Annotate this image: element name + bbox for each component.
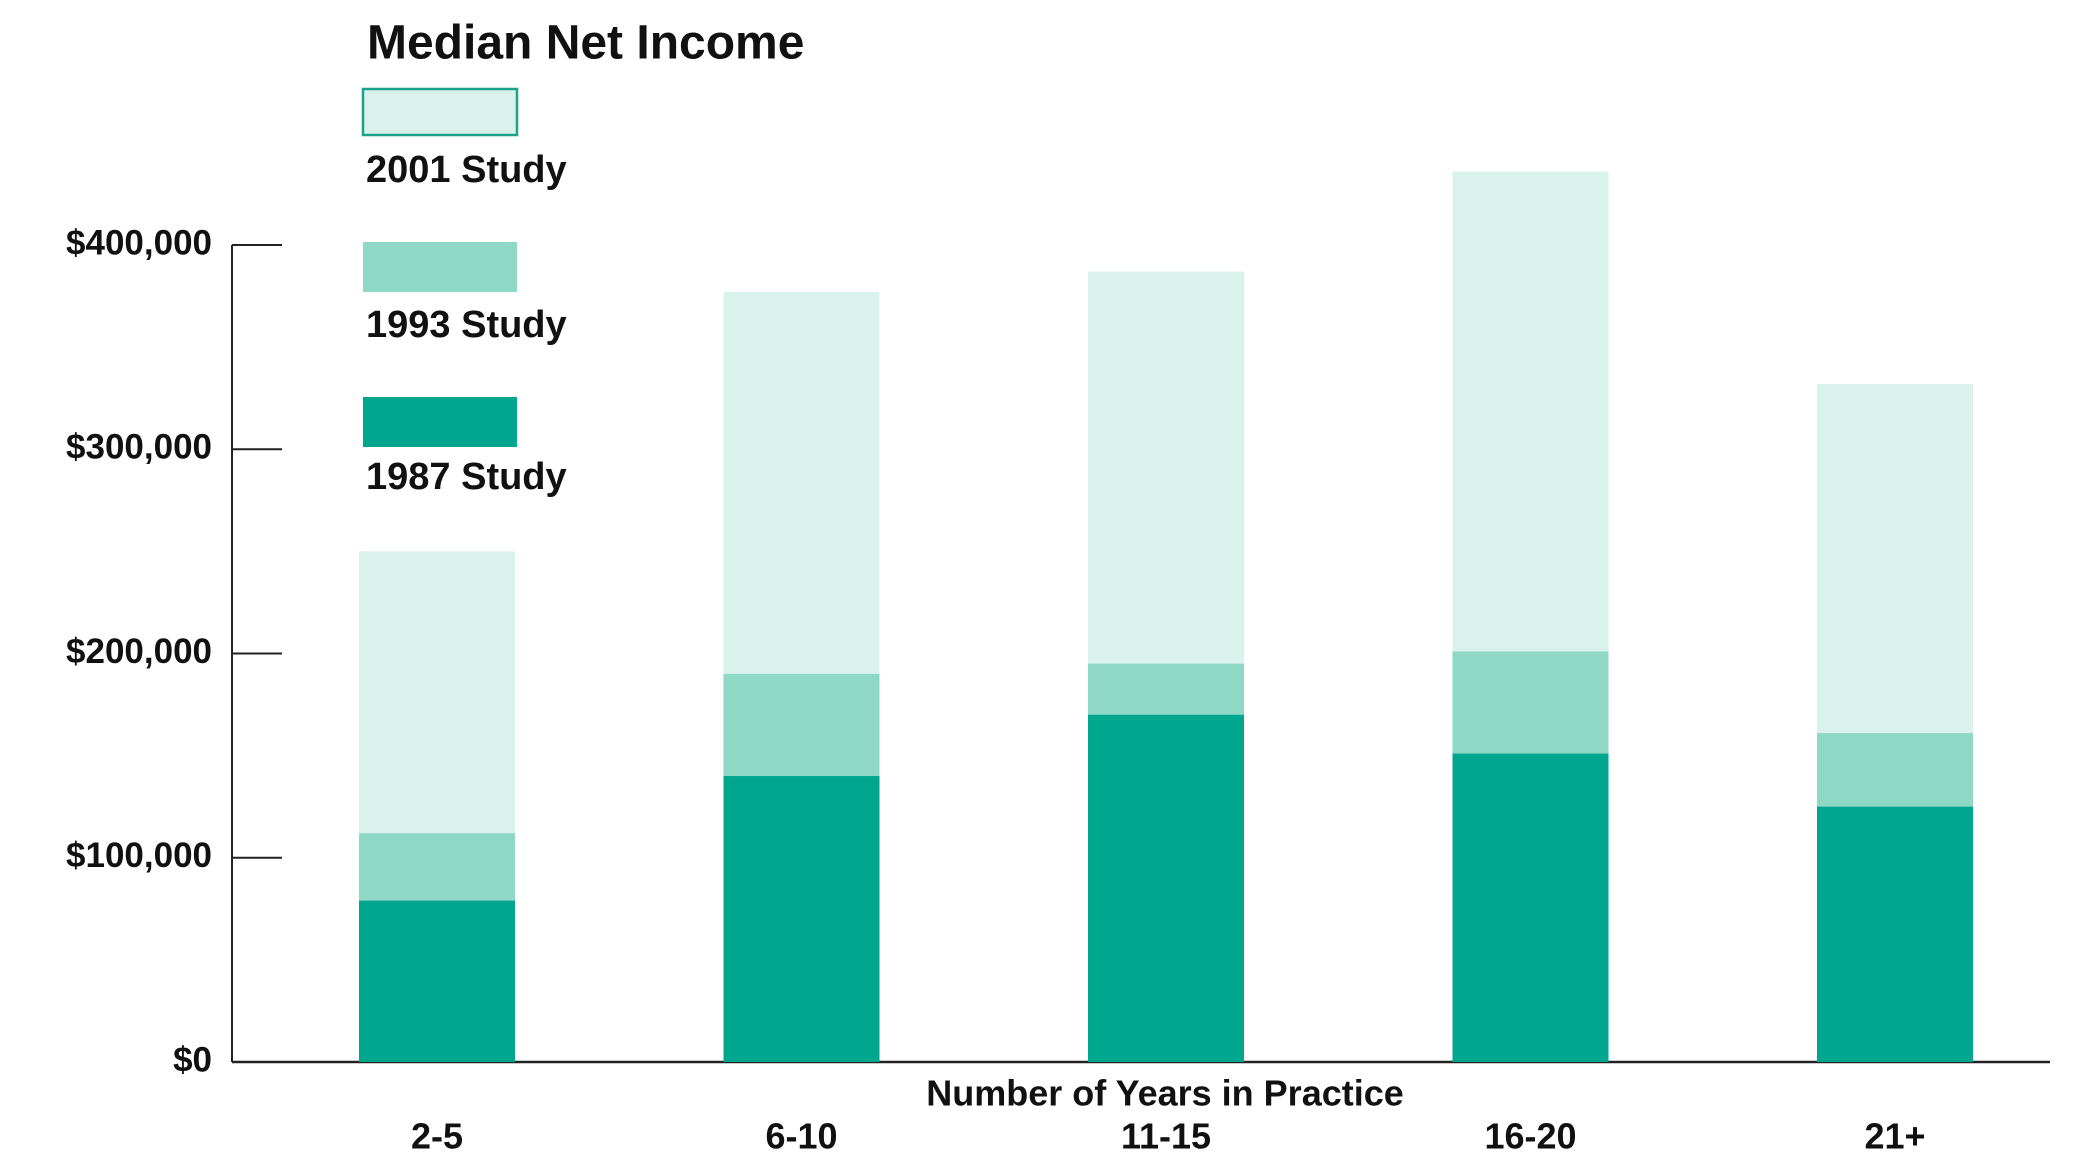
x-tick-label: 16-20	[1484, 1116, 1576, 1157]
bar	[359, 900, 515, 1062]
y-tick-label: $0	[173, 1040, 212, 1079]
legend-label: 2001 Study	[366, 149, 567, 191]
bar	[723, 776, 880, 1062]
bar	[1452, 753, 1609, 1062]
legend-swatch	[363, 242, 517, 292]
x-axis-title: Number of Years in Practice	[926, 1073, 1404, 1114]
legend-label: 1993 Study	[366, 304, 567, 346]
legend-label: 1987 Study	[366, 456, 567, 498]
y-tick-label: $100,000	[66, 836, 212, 875]
x-tick-label: 2-5	[411, 1116, 463, 1157]
bar	[1817, 806, 1973, 1062]
bar	[1088, 714, 1244, 1062]
x-tick-label: 6-10	[765, 1116, 837, 1157]
chart-title: Median Net Income	[367, 17, 804, 70]
y-tick-label: $200,000	[66, 632, 212, 671]
legend-swatch	[363, 397, 517, 447]
x-tick-label: 21+	[1864, 1116, 1925, 1157]
x-tick-label: 11-15	[1121, 1116, 1211, 1157]
y-tick-label: $400,000	[66, 223, 212, 262]
y-tick-label: $300,000	[66, 428, 212, 467]
legend-swatch	[361, 87, 519, 137]
